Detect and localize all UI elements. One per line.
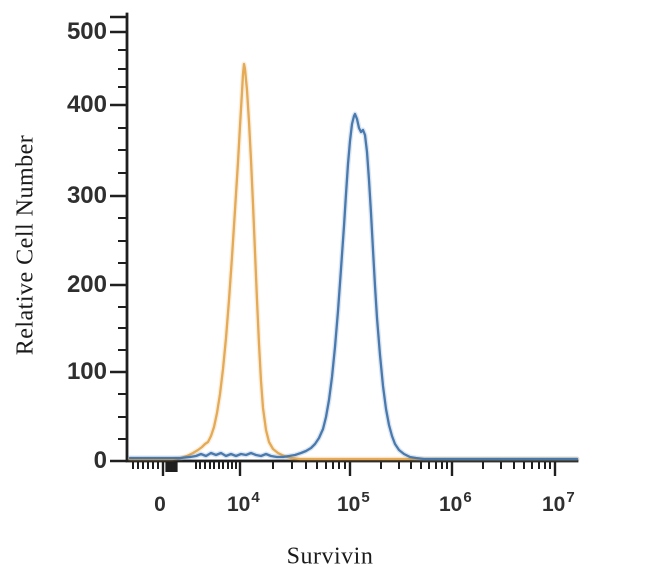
x-tick-exponent: 4 [251, 489, 260, 506]
y-tick-label: 100 [66, 358, 107, 385]
x-tick-exponent: 7 [566, 489, 575, 506]
axis-spines [125, 12, 579, 463]
y-tick-label: 500 [66, 18, 107, 45]
y-tick-label: 0 [93, 447, 107, 474]
x-axis-title: Survivin [286, 543, 374, 570]
x-tick-exponent: 6 [463, 489, 472, 506]
x-tick-base: 10 [439, 493, 463, 516]
y-tick-label: 200 [66, 271, 107, 298]
x-tick-label: 105 [337, 489, 370, 520]
x-tick-base: 10 [227, 493, 251, 516]
curve-series-0 [128, 62, 579, 461]
y-tick-label: 300 [66, 182, 107, 209]
curve-series-1 [128, 112, 579, 461]
x-tick-label: 0 [154, 493, 166, 516]
x-tick-label: 106 [439, 489, 472, 520]
x-tick-label: 104 [227, 489, 260, 520]
axes [125, 12, 579, 463]
curve-halo-1 [127, 111, 580, 462]
x-tick-base: 10 [337, 493, 361, 516]
x-tick-exponent: 5 [361, 489, 370, 506]
y-axis-title: Relative Cell Number [12, 134, 39, 356]
x-tick-label: 107 [542, 489, 575, 520]
axis-ticks [110, 15, 557, 476]
histogram-curves [127, 61, 580, 462]
x-tick-base: 10 [542, 493, 566, 516]
y-tick-label: 400 [66, 91, 107, 118]
